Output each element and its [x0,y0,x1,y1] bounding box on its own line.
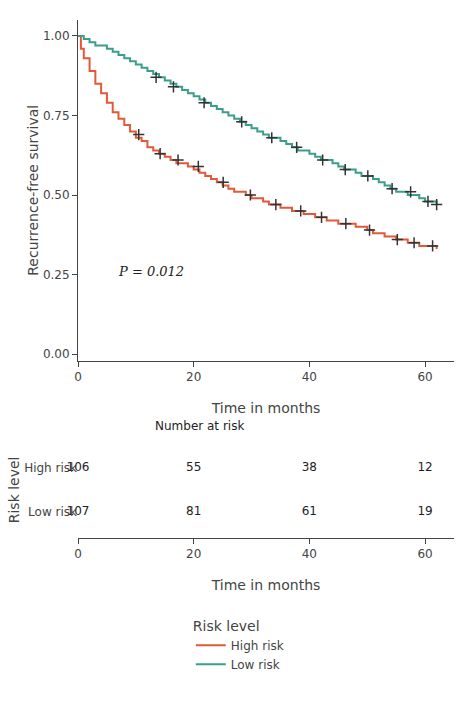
svg-text:12: 12 [417,460,432,474]
svg-text:107: 107 [67,504,90,518]
svg-text:0.00: 0.00 [43,347,70,361]
svg-text:60: 60 [417,547,432,561]
svg-text:40: 40 [302,547,317,561]
svg-text:61: 61 [302,504,317,518]
svg-text:81: 81 [186,504,201,518]
svg-text:Number at risk: Number at risk [155,419,244,433]
svg-text:0.50: 0.50 [43,188,70,202]
svg-text:Time in months: Time in months [211,400,321,416]
svg-text:60: 60 [417,370,432,384]
svg-text:1.00: 1.00 [43,29,70,43]
svg-text:55: 55 [186,460,201,474]
svg-text:Low risk: Low risk [28,505,77,519]
svg-text:0: 0 [74,547,82,561]
svg-text:Recurrence-free survival: Recurrence-free survival [25,105,41,276]
svg-text:38: 38 [302,460,317,474]
svg-text:High risk: High risk [231,639,284,653]
svg-text:0.75: 0.75 [43,109,70,123]
svg-text:Risk level: Risk level [6,457,22,524]
svg-text:High risk: High risk [24,461,77,475]
svg-text:0: 0 [74,370,82,384]
svg-text:Time in months: Time in months [211,577,321,593]
svg-text:106: 106 [67,460,90,474]
svg-text:20: 20 [186,547,201,561]
svg-text:19: 19 [417,504,432,518]
svg-text:Risk level: Risk level [193,618,260,634]
svg-text:Low risk: Low risk [231,658,280,672]
svg-text:0.25: 0.25 [43,268,70,282]
svg-text:P = 0.012: P = 0.012 [118,264,184,279]
svg-text:20: 20 [186,370,201,384]
svg-text:40: 40 [302,370,317,384]
